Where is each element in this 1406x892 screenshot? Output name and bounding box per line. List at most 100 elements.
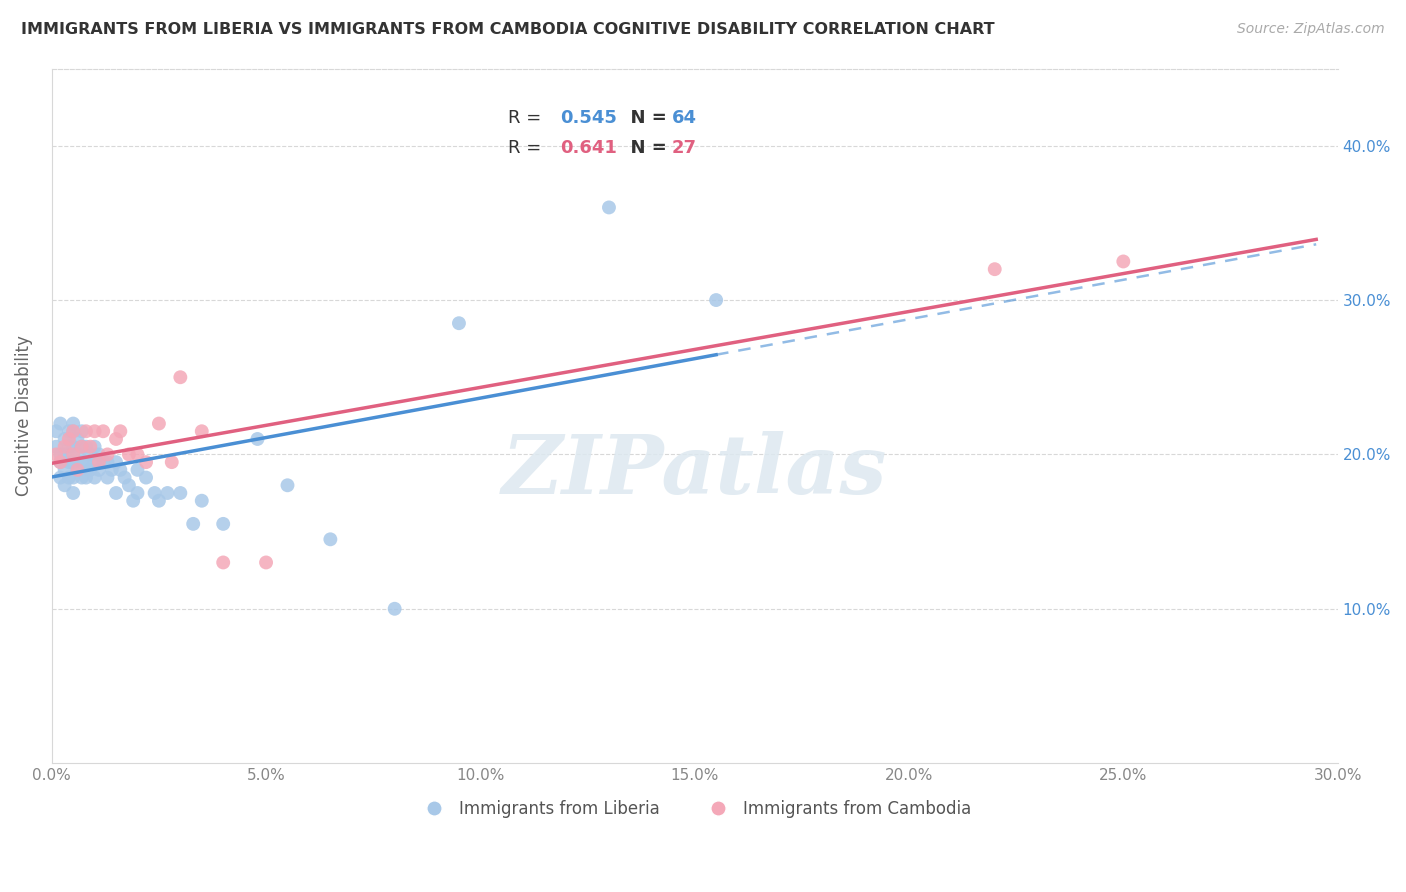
Text: N =: N = — [617, 109, 672, 127]
Point — [87, 463, 110, 477]
Point — [319, 533, 342, 547]
Point — [58, 440, 80, 454]
Point — [87, 455, 110, 469]
Point — [110, 463, 132, 477]
Point — [212, 516, 235, 531]
Point — [114, 470, 136, 484]
Point — [58, 424, 80, 438]
Point — [58, 455, 80, 469]
Point — [83, 470, 105, 484]
Point — [70, 440, 93, 454]
Point — [66, 463, 89, 477]
Point — [87, 447, 110, 461]
Point — [62, 417, 84, 431]
Point — [58, 470, 80, 484]
Point — [79, 440, 101, 454]
Point — [79, 463, 101, 477]
Point — [66, 447, 89, 461]
Point — [598, 201, 620, 215]
Point — [127, 447, 149, 461]
Point — [135, 470, 157, 484]
Point — [135, 455, 157, 469]
Point — [384, 601, 406, 615]
Point — [49, 447, 72, 461]
Point — [105, 432, 128, 446]
Point — [70, 470, 93, 484]
Point — [45, 440, 67, 454]
Point — [156, 486, 179, 500]
Point — [53, 432, 76, 446]
Point — [75, 424, 97, 438]
Point — [45, 447, 67, 461]
Point — [191, 493, 214, 508]
Point — [276, 478, 298, 492]
Point — [96, 470, 118, 484]
Point — [83, 424, 105, 438]
Point — [83, 440, 105, 454]
Point — [704, 293, 727, 307]
Point — [91, 455, 114, 469]
Point — [62, 440, 84, 454]
Point — [118, 478, 141, 492]
Point — [105, 486, 128, 500]
Point — [254, 556, 277, 570]
Point — [53, 463, 76, 477]
Y-axis label: Cognitive Disability: Cognitive Disability — [15, 335, 32, 496]
Point — [148, 493, 170, 508]
Point — [143, 486, 166, 500]
Point — [62, 470, 84, 484]
Point — [53, 447, 76, 461]
Text: N =: N = — [617, 139, 672, 157]
Point — [62, 486, 84, 500]
Point — [181, 516, 204, 531]
Text: 27: 27 — [672, 139, 696, 157]
Point — [1112, 254, 1135, 268]
Point — [79, 447, 101, 461]
Point — [127, 486, 149, 500]
Point — [212, 556, 235, 570]
Point — [122, 493, 145, 508]
Point — [91, 424, 114, 438]
Text: 0.641: 0.641 — [560, 139, 617, 157]
Point — [70, 455, 93, 469]
Text: IMMIGRANTS FROM LIBERIA VS IMMIGRANTS FROM CAMBODIA COGNITIVE DISABILITY CORRELA: IMMIGRANTS FROM LIBERIA VS IMMIGRANTS FR… — [21, 22, 994, 37]
Point — [983, 262, 1005, 277]
Text: R =: R = — [508, 109, 547, 127]
Point — [62, 447, 84, 461]
Point — [62, 424, 84, 438]
Point — [49, 455, 72, 469]
Point — [83, 455, 105, 469]
Point — [49, 417, 72, 431]
Point — [53, 478, 76, 492]
Legend: Immigrants from Liberia, Immigrants from Cambodia: Immigrants from Liberia, Immigrants from… — [411, 793, 979, 824]
Point — [105, 455, 128, 469]
Point — [75, 455, 97, 469]
Point — [70, 424, 93, 438]
Text: Source: ZipAtlas.com: Source: ZipAtlas.com — [1237, 22, 1385, 37]
Point — [62, 455, 84, 469]
Point — [66, 463, 89, 477]
Point — [169, 370, 191, 384]
Point — [75, 470, 97, 484]
Point — [148, 417, 170, 431]
Text: 0.545: 0.545 — [560, 109, 617, 127]
Point — [246, 432, 269, 446]
Point — [70, 440, 93, 454]
Point — [45, 424, 67, 438]
Point — [100, 463, 122, 477]
Text: R =: R = — [508, 139, 547, 157]
Point — [75, 440, 97, 454]
Point — [96, 447, 118, 461]
Point — [191, 424, 214, 438]
Point — [66, 432, 89, 446]
Point — [169, 486, 191, 500]
Point — [58, 432, 80, 446]
Point — [62, 424, 84, 438]
Point — [110, 424, 132, 438]
Point — [118, 447, 141, 461]
Point — [127, 463, 149, 477]
Text: ZIPatlas: ZIPatlas — [502, 432, 887, 511]
Point — [447, 316, 470, 330]
Point — [96, 455, 118, 469]
Point — [49, 470, 72, 484]
